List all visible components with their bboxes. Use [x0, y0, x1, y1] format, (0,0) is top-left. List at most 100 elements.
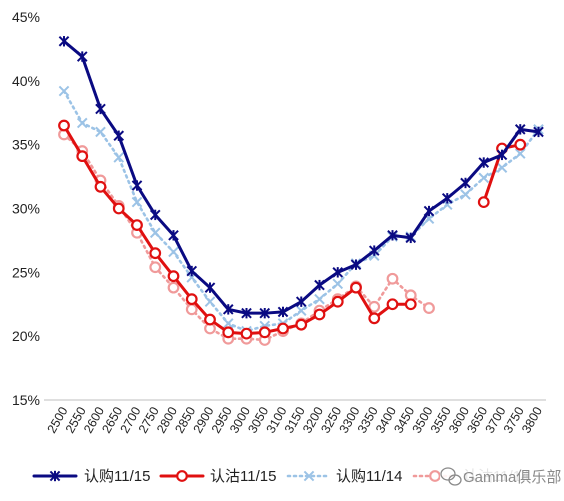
data-point — [113, 130, 125, 142]
data-point — [295, 296, 307, 308]
series-layer — [58, 35, 544, 346]
y-tick-label: 35% — [12, 137, 40, 153]
data-point — [58, 35, 70, 47]
data-point — [332, 278, 344, 290]
data-point — [332, 267, 344, 278]
data-point — [314, 279, 325, 291]
data-point — [204, 296, 216, 308]
data-point — [460, 189, 471, 200]
data-point — [131, 180, 143, 191]
data-point — [350, 281, 362, 294]
y-tick-label: 25% — [12, 264, 40, 280]
data-point — [222, 304, 234, 315]
x-tick-label: 3800 — [519, 404, 545, 435]
data-point — [131, 219, 143, 231]
data-point — [533, 126, 544, 138]
data-point — [514, 138, 527, 151]
data-point — [168, 246, 179, 258]
data-point — [404, 298, 417, 311]
data-point — [204, 313, 216, 326]
data-point — [131, 196, 143, 208]
data-point — [167, 281, 180, 294]
data-point — [514, 124, 526, 135]
data-point — [441, 192, 453, 204]
data-point — [185, 303, 198, 316]
data-point — [496, 162, 508, 173]
series-1 — [58, 119, 527, 340]
legend-item: 认购11/14 — [286, 468, 402, 485]
legend-label: 认购11/15 — [84, 468, 150, 485]
y-tick-label: 45% — [12, 9, 40, 25]
data-point — [423, 205, 435, 217]
data-point — [277, 306, 289, 318]
data-point — [222, 318, 234, 329]
data-point — [368, 245, 380, 256]
series-line — [62, 89, 540, 333]
legend-label: 认购11/14 — [336, 468, 402, 485]
y-tick-label: 40% — [12, 73, 40, 89]
data-point — [258, 326, 271, 339]
data-point — [167, 270, 180, 283]
y-tick-label: 15% — [12, 392, 40, 408]
data-point — [241, 307, 252, 319]
legend-marker — [303, 470, 315, 482]
data-point — [76, 150, 89, 163]
data-point — [368, 312, 381, 325]
data-point — [478, 172, 490, 184]
data-point — [204, 282, 216, 293]
y-tick-label: 30% — [12, 201, 40, 217]
data-point — [460, 177, 471, 189]
data-point — [277, 322, 289, 335]
watermark-text: Gamma俱乐部 — [463, 469, 561, 486]
data-point — [496, 149, 508, 161]
data-point — [149, 227, 161, 239]
data-point — [58, 119, 70, 132]
data-point — [168, 230, 179, 241]
data-point — [405, 232, 417, 244]
data-point — [58, 85, 70, 97]
legend-marker — [49, 470, 61, 482]
data-point — [478, 157, 490, 168]
data-point — [112, 202, 125, 215]
data-point — [222, 326, 235, 339]
data-point — [514, 148, 526, 159]
data-point — [368, 300, 381, 313]
data-point — [313, 308, 326, 321]
axis-layer: 15%20%25%30%35%40%45%2500255026002650270… — [12, 9, 546, 436]
data-point — [95, 103, 106, 115]
legend-item: 认购11/15 — [32, 468, 150, 485]
series-line — [62, 39, 540, 315]
data-point — [331, 295, 344, 308]
data-point — [149, 247, 162, 260]
data-point — [95, 126, 106, 138]
data-point — [314, 293, 325, 305]
data-point — [259, 307, 271, 319]
series-line — [62, 124, 413, 336]
y-tick-label: 20% — [12, 328, 40, 344]
legend-marker — [429, 470, 441, 482]
data-point — [386, 298, 399, 311]
data-point — [423, 302, 435, 314]
legend-item: 认沽11/15 — [159, 468, 276, 485]
data-point — [94, 180, 107, 193]
data-point — [149, 209, 161, 221]
data-point — [386, 272, 399, 285]
data-point — [477, 196, 490, 209]
data-point — [240, 327, 253, 340]
legend-label: 认沽11/15 — [210, 468, 276, 485]
data-point — [295, 318, 308, 331]
data-point — [149, 261, 162, 274]
watermark: Gamma俱乐部 — [440, 465, 561, 487]
data-point — [387, 230, 398, 241]
data-point — [76, 51, 88, 62]
legend-marker — [176, 470, 188, 482]
data-point — [186, 265, 198, 277]
series-0 — [58, 35, 544, 319]
data-point — [185, 293, 198, 306]
data-point — [113, 152, 125, 163]
data-point — [350, 259, 362, 270]
data-point — [295, 305, 307, 316]
data-point — [76, 117, 88, 129]
